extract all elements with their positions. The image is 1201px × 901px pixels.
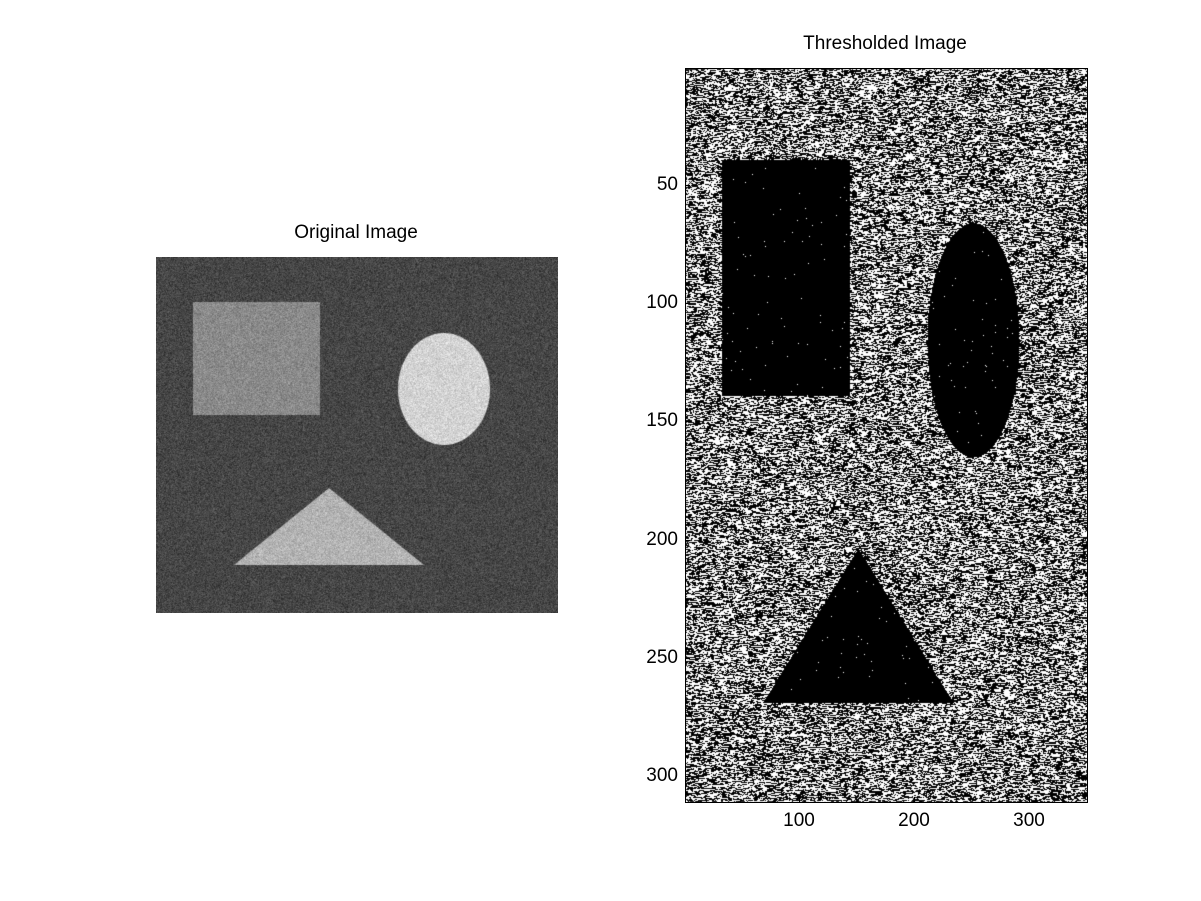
y-tick-mark [685, 421, 690, 422]
x-tick-label: 200 [898, 810, 930, 832]
thresholded-image-canvas [685, 68, 1088, 803]
y-tick-label: 100 [618, 292, 678, 314]
thresholded-image-title: Thresholded Image [803, 33, 967, 55]
y-tick-mark [685, 540, 690, 541]
original-image [156, 257, 558, 613]
y-tick-label: 50 [618, 174, 678, 196]
thresholded-image-axes [685, 68, 1088, 803]
x-tick-label: 300 [1013, 810, 1045, 832]
y-tick-mark [685, 185, 690, 186]
x-tick-mark [799, 797, 800, 802]
y-tick-label: 200 [618, 529, 678, 551]
y-tick-mark [685, 776, 690, 777]
y-tick-mark [685, 303, 690, 304]
x-tick-mark [914, 797, 915, 802]
x-tick-label: 100 [783, 810, 815, 832]
original-image-title: Original Image [294, 222, 418, 244]
y-tick-label: 250 [618, 647, 678, 669]
x-tick-mark [1029, 797, 1030, 802]
y-tick-label: 300 [618, 765, 678, 787]
original-image-canvas [156, 257, 558, 613]
y-tick-mark [685, 658, 690, 659]
y-tick-label: 150 [618, 410, 678, 432]
